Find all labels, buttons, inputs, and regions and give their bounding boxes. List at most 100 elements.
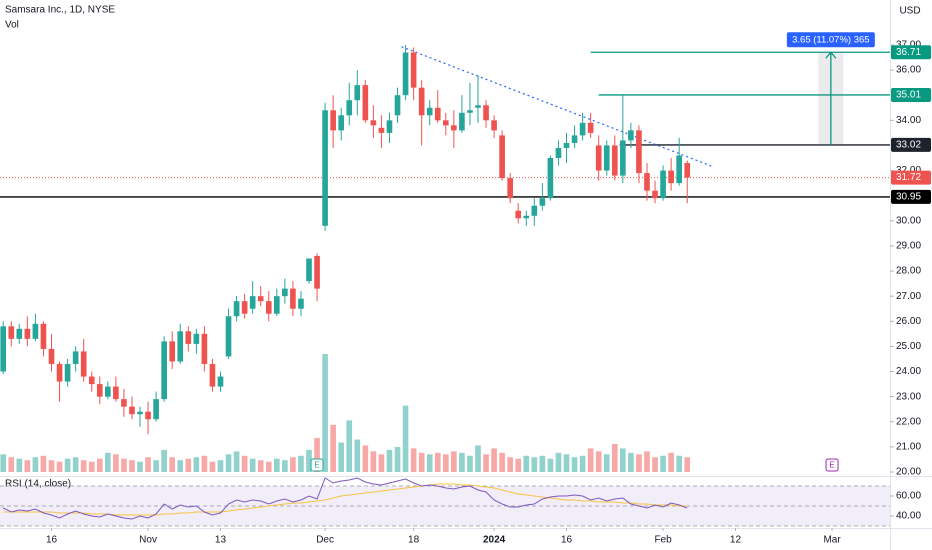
candle-body — [298, 298, 304, 309]
candle-body — [491, 120, 497, 131]
candle-body — [563, 142, 570, 148]
y-tick-label: 22.00 — [896, 416, 921, 427]
volume-bar — [113, 454, 119, 472]
volume-bar — [169, 457, 176, 472]
volume-bar — [330, 424, 336, 472]
volume-bar — [241, 455, 248, 472]
volume-bar — [64, 458, 71, 472]
y-tick-label: 25.00 — [896, 341, 921, 352]
y-tick-label: 29.00 — [896, 241, 921, 252]
rsi-ma-line — [3, 483, 688, 516]
volume-bar — [265, 461, 272, 472]
x-tick-label: 16 — [561, 535, 573, 546]
volume-bar — [459, 452, 465, 472]
candle-body — [587, 122, 594, 133]
candle-body — [459, 112, 465, 131]
volume-bar — [386, 449, 393, 472]
x-tick-label: 2024 — [483, 535, 506, 546]
volume-bar — [483, 454, 489, 472]
candle-body — [330, 110, 336, 131]
candle-body — [595, 145, 602, 171]
volume-bar — [88, 461, 95, 472]
candle-body — [410, 52, 417, 88]
candle-body — [225, 316, 232, 357]
volume-bar — [362, 445, 369, 472]
rsi-tick-label: 40.00 — [896, 511, 921, 522]
volume-bar — [523, 455, 530, 472]
x-tick-label: Dec — [316, 535, 334, 546]
volume-bar — [105, 452, 111, 472]
candle-body — [523, 215, 530, 219]
x-tick-label: Nov — [139, 535, 157, 546]
volume-bar — [531, 457, 538, 472]
volume-bar — [668, 452, 674, 472]
candle-body — [451, 125, 457, 131]
y-tick-label: 24.00 — [896, 366, 921, 377]
volume-bar — [402, 405, 409, 472]
volume-bar — [676, 455, 682, 472]
candle-body — [668, 170, 674, 184]
candle-body — [579, 122, 586, 136]
x-tick-label: 16 — [46, 535, 58, 546]
candle-body — [531, 205, 538, 216]
candle-body — [467, 110, 473, 113]
volume-bar — [185, 458, 192, 472]
measure-label-bg — [786, 32, 875, 48]
volume-bar — [378, 454, 385, 472]
measure-arrowhead — [825, 51, 837, 59]
candle-body — [394, 95, 401, 116]
candle-body — [603, 145, 610, 171]
y-tick-label: 26.00 — [896, 316, 921, 327]
volume-bar — [8, 457, 15, 472]
volume-bar — [121, 458, 127, 472]
candle-body — [185, 331, 192, 344]
x-tick-label: 13 — [215, 535, 227, 546]
volume-bar — [48, 460, 55, 472]
volume-bar — [56, 461, 63, 472]
volume-bar — [660, 455, 666, 472]
volume-bar — [595, 451, 602, 472]
volume-bar — [684, 457, 691, 472]
volume-bar — [322, 354, 328, 472]
earnings-label: E — [314, 461, 319, 470]
candle-body — [499, 135, 505, 179]
candle-body — [88, 376, 95, 385]
candle-body — [48, 348, 55, 364]
candle-body — [507, 178, 513, 199]
candle-body — [515, 210, 522, 219]
volume-bar — [611, 443, 618, 472]
volume-bar — [338, 442, 345, 472]
candle-body — [434, 107, 441, 121]
candle-body — [644, 173, 650, 191]
price-label-bg — [891, 137, 931, 152]
candle-body — [0, 326, 7, 372]
candle-body — [137, 411, 143, 415]
volume-bar — [426, 454, 433, 472]
volume-bar — [442, 454, 449, 472]
candle-body — [40, 323, 47, 349]
volume-label: Vol — [5, 20, 19, 31]
rsi-tick-label: 60.00 — [896, 491, 921, 502]
x-tick-label: Feb — [654, 535, 672, 546]
volume-bar — [249, 458, 256, 472]
candle-body — [402, 52, 409, 96]
candle-body — [483, 105, 489, 121]
candle-body — [346, 100, 353, 116]
candle-body — [475, 105, 481, 108]
price-label-bg — [891, 45, 931, 60]
candle-body — [24, 328, 31, 339]
volume-bar — [547, 458, 554, 472]
y-tick-label: 34.00 — [896, 115, 921, 126]
volume-bar — [410, 448, 417, 472]
volume-bar — [153, 460, 159, 472]
y-tick-label: 36.00 — [896, 65, 921, 76]
candle-body — [145, 411, 151, 420]
candle-body — [274, 296, 280, 314]
candle-body — [153, 399, 159, 420]
price-label: 33.02 — [896, 140, 921, 151]
x-tick-label: 18 — [408, 535, 420, 546]
volume-bar — [282, 460, 288, 472]
currency[interactable]: USD — [899, 6, 920, 17]
volume-bar — [177, 460, 184, 472]
